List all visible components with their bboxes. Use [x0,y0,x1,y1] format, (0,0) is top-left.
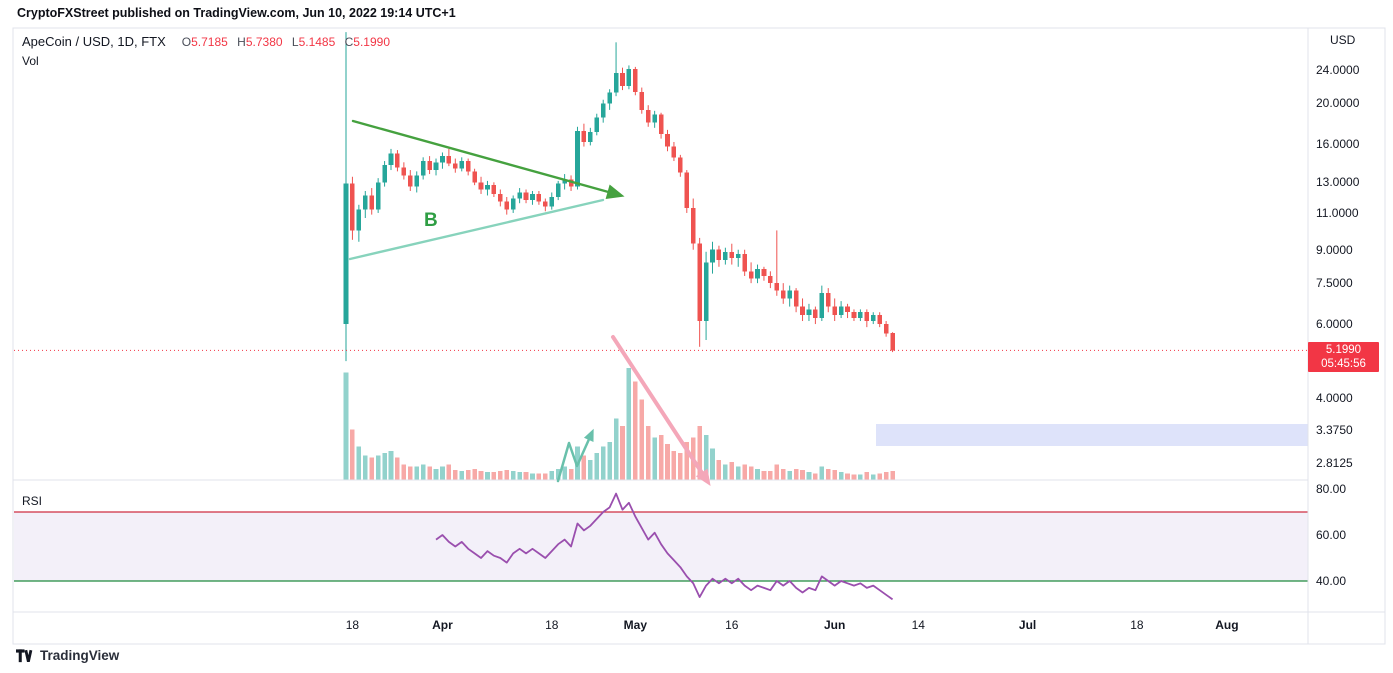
close-value: 5.1990 [353,35,390,49]
price-tick-label: 20.0000 [1316,96,1360,111]
time-tick-label: 18 [545,618,559,632]
high-value: 5.7380 [245,35,283,49]
rsi-plot-line [435,492,894,601]
price-tick-label: 3.3750 [1316,422,1353,437]
currency-axis-title: USD [1330,33,1356,47]
time-tick-label: 18 [1130,618,1144,632]
close-label: C [344,35,354,49]
price-tick-label: 13.0000 [1316,175,1360,190]
time-tick-label: Jul [1018,618,1037,632]
rsi-band-fill [14,512,1308,581]
rsi-tick-label: 80.00 [1316,482,1347,496]
tradingview-logo-icon [16,648,33,662]
triangle-lower-trendline[interactable] [348,198,605,261]
volume-spike-arrow[interactable] [556,428,594,483]
ohlc-values: O5.7185 H5.7380 L5.1485 C5.1990 [176,35,390,49]
volume-indicator-legend[interactable]: Vol [22,54,39,68]
low-value: 5.1485 [298,35,336,49]
time-tick-label: 18 [345,618,360,632]
watermark-text: TradingView [40,648,120,663]
triangle-label[interactable]: B [424,210,438,231]
publish-header: CryptoFXStreet published on TradingView.… [17,6,456,20]
open-label: O [181,35,192,49]
price-tick-label: 4.0000 [1316,391,1353,406]
watermark[interactable]: TradingView [16,648,119,663]
price-tick-label: 16.0000 [1316,137,1360,152]
price-tick-label: 2.8125 [1316,455,1353,470]
time-tick-label: Aug [1215,618,1239,632]
last-price-value: 5.1990 [1325,344,1362,357]
candles-layer [343,32,895,362]
price-tick-label: 7.5000 [1316,276,1353,291]
price-tick-label: 24.0000 [1316,62,1360,77]
bar-countdown: 05:45:56 [1321,358,1366,371]
last-price-badge[interactable]: 5.1990 05:45:56 [1308,342,1379,373]
chart-frame [12,27,1386,645]
time-tick-label: Apr [432,618,453,632]
highlight-zone-drawing[interactable] [876,424,1308,446]
volume-decline-arrow[interactable] [611,335,711,487]
open-value: 5.7185 [191,35,228,49]
rsi-tick-label: 60.00 [1316,528,1347,542]
time-tick-label: 14 [911,618,925,632]
high-label: H [237,35,246,49]
low-label: L [291,35,299,49]
volume-layer [343,368,895,480]
price-tick-label: 11.0000 [1316,205,1359,220]
time-tick-label: May [623,618,648,632]
rsi-indicator-legend[interactable]: RSI [22,494,43,508]
triangle-upper-trendline[interactable] [351,119,625,200]
price-tick-label: 6.0000 [1316,317,1353,332]
rsi-tick-label: 40.00 [1316,574,1347,588]
price-tick-label: 9.0000 [1316,242,1353,257]
time-tick-label: Jun [824,618,846,632]
symbol-title[interactable]: ApeCoin / USD, 1D, FTX [22,34,166,49]
time-tick-label: 16 [725,618,739,632]
legend: ApeCoin / USD, 1D, FTX O5.7185 H5.7380 L… [22,34,390,49]
